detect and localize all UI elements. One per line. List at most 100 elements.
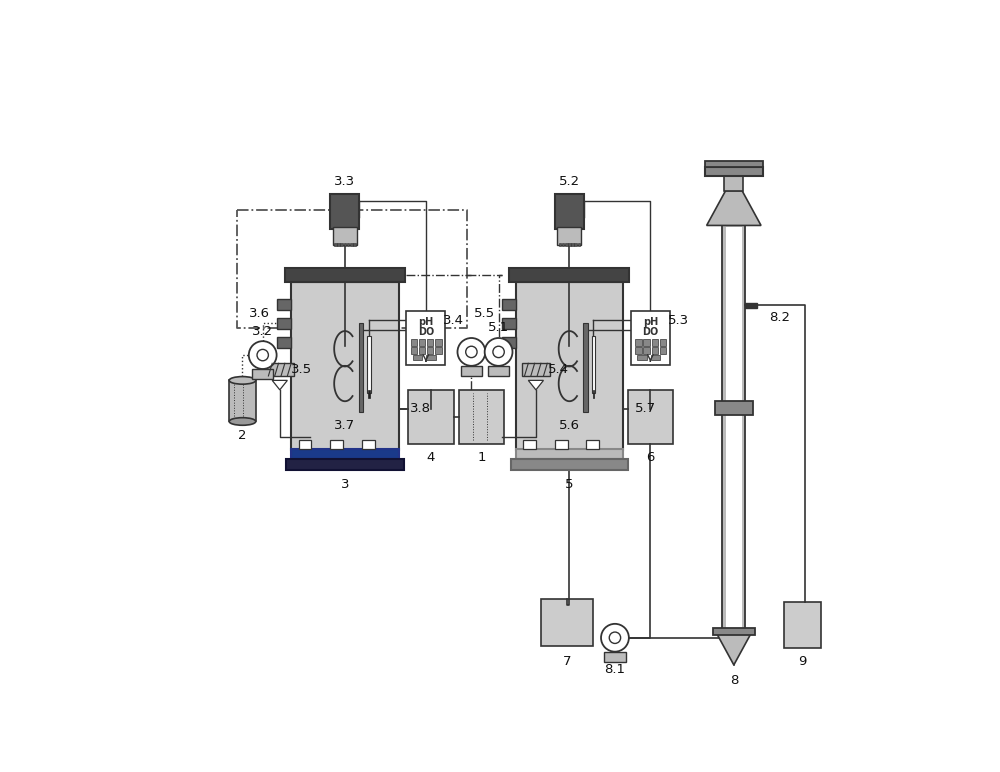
Bar (786, 621, 819, 646)
Bar (294, 317, 396, 448)
Bar (427, 339, 433, 346)
Bar (516, 449, 623, 459)
Bar (410, 409, 452, 442)
Text: 5.6: 5.6 (559, 419, 580, 432)
Bar (488, 366, 509, 376)
Bar (578, 242, 580, 246)
Bar (713, 628, 755, 635)
Bar (344, 242, 346, 246)
Bar (628, 390, 673, 444)
Text: 3.5: 3.5 (291, 363, 312, 376)
Text: 8: 8 (730, 674, 738, 687)
Text: 5.1: 5.1 (488, 321, 509, 334)
Circle shape (249, 341, 277, 369)
Bar (509, 269, 629, 283)
Bar (635, 339, 642, 346)
Bar (229, 381, 256, 422)
Bar (557, 227, 581, 245)
Bar (635, 347, 642, 354)
Bar (252, 369, 273, 379)
Bar (277, 299, 291, 310)
Bar (629, 409, 671, 442)
Bar (652, 339, 658, 346)
Text: 8.1: 8.1 (604, 663, 625, 676)
Bar (516, 283, 623, 450)
Text: 5: 5 (565, 478, 574, 491)
Bar (643, 347, 650, 354)
Circle shape (466, 346, 477, 357)
Bar (555, 195, 584, 229)
Bar (511, 459, 628, 470)
Bar (502, 337, 516, 348)
Text: DO: DO (418, 327, 434, 337)
Text: 2: 2 (238, 429, 247, 442)
Bar (330, 195, 359, 229)
Bar (724, 174, 743, 191)
Text: 6: 6 (646, 451, 655, 464)
Text: 8.2: 8.2 (769, 310, 790, 323)
Bar (660, 347, 666, 354)
Text: 5.2: 5.2 (559, 175, 580, 188)
Text: 5.4: 5.4 (548, 363, 569, 376)
Bar (604, 652, 626, 662)
Bar (408, 390, 454, 444)
Bar (277, 337, 291, 348)
Bar (291, 283, 399, 450)
Bar (592, 336, 595, 393)
Circle shape (257, 350, 268, 361)
Bar (502, 318, 516, 329)
Bar (299, 440, 311, 449)
Bar (277, 318, 291, 329)
Bar (359, 323, 363, 412)
Bar (593, 391, 594, 398)
Bar (286, 459, 404, 470)
Bar (660, 339, 666, 346)
Bar (652, 347, 658, 354)
Bar (461, 366, 482, 376)
Bar (502, 299, 516, 310)
Circle shape (601, 624, 629, 652)
Bar (559, 242, 561, 246)
Bar (586, 440, 599, 449)
Bar (571, 242, 574, 246)
Circle shape (485, 338, 512, 366)
Bar (461, 409, 502, 442)
Text: 3.8: 3.8 (410, 402, 431, 415)
Text: 7: 7 (563, 655, 571, 669)
Text: 5.5: 5.5 (473, 307, 495, 320)
Ellipse shape (229, 377, 256, 384)
Polygon shape (528, 381, 543, 390)
Bar (411, 347, 417, 354)
Circle shape (609, 632, 621, 643)
Bar (419, 339, 425, 346)
Text: 9: 9 (799, 655, 807, 669)
Bar (643, 339, 650, 346)
Text: 3: 3 (341, 478, 349, 491)
Bar (784, 602, 821, 648)
Text: 4: 4 (427, 451, 435, 464)
Bar (523, 440, 536, 449)
Bar (715, 401, 753, 415)
Text: 3.3: 3.3 (334, 175, 355, 188)
Bar (337, 242, 340, 246)
Bar (745, 303, 757, 308)
Bar (562, 242, 564, 246)
Bar (347, 242, 349, 246)
Bar (518, 317, 621, 448)
Bar (522, 364, 550, 376)
Text: 1: 1 (477, 451, 486, 464)
Bar (435, 339, 442, 346)
Text: 5.7: 5.7 (635, 402, 656, 415)
Bar (631, 311, 670, 364)
Bar (368, 391, 370, 398)
Bar (637, 355, 647, 360)
Bar (367, 336, 371, 393)
Bar (651, 355, 660, 360)
Bar (574, 242, 577, 246)
Polygon shape (715, 630, 753, 665)
Bar (333, 227, 357, 245)
Bar (406, 311, 445, 364)
Bar (543, 618, 591, 644)
Text: 3.2: 3.2 (252, 324, 273, 337)
Bar (266, 364, 294, 376)
